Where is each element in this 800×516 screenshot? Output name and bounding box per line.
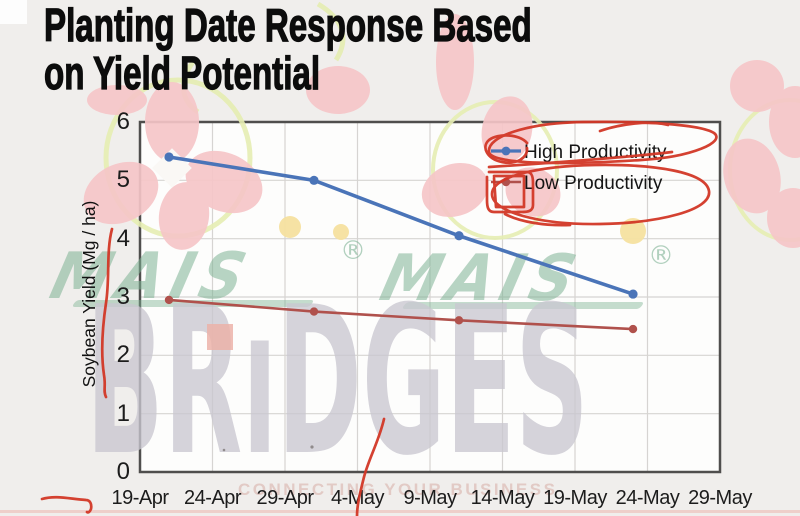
slide-title: Planting Date Response Based on Yield Po… [44,0,533,99]
x-tick-label: 9-May [403,487,457,509]
pen-loop-high-marker [484,134,529,165]
title-line-2: on Yield Potential [44,47,321,99]
pen-arrow-bottom-left [40,495,93,514]
slide-bottom-border [0,510,800,513]
title-line-1: Planting Date Response Based [44,0,533,51]
pen-line-y-axis [100,227,114,399]
x-tick-label: 29-Apr [256,487,314,509]
x-tick-label: 19-Apr [111,487,169,509]
data-point [628,324,638,334]
data-point [454,316,464,325]
x-tick-label: 29-May [688,487,752,509]
x-tick-label: 4-May [330,487,385,509]
plot-frame [138,120,722,474]
x-tick-label: 19-May [543,487,607,509]
legend-label-high: High Productivity [524,142,667,163]
y-tick-label: 1 [116,399,130,427]
dust-specks [222,445,314,452]
data-point [628,289,638,299]
data-point [309,307,319,316]
pen-squiggle-high-top [598,121,670,133]
x-tick-label: 24-Apr [183,487,242,509]
pen-box-low-marker-inner [492,174,526,209]
series-line-low [168,298,634,331]
y-tick-label: 2 [116,341,130,369]
y-tick-label: 0 [116,458,130,485]
data-point [309,175,319,185]
x-tick-label: 24-May [615,487,680,509]
y-tick-label: 3 [116,283,130,310]
pen-line-x-axis [355,417,386,516]
x-tick-label: 14-May [470,487,535,509]
corner-artifact [0,0,27,24]
data-point [164,295,174,305]
